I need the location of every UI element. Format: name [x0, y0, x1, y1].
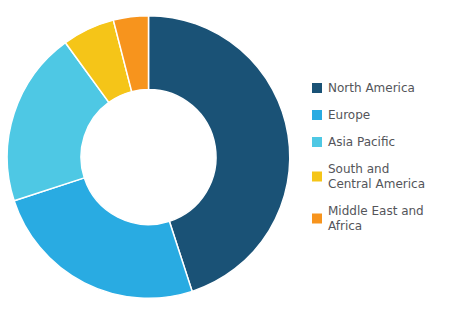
svg-text:South and: South and: [328, 162, 389, 176]
svg-text:Asia Pacific: Asia Pacific: [328, 135, 395, 149]
svg-text:Middle East and: Middle East and: [328, 204, 424, 218]
svg-text:Europe: Europe: [328, 108, 370, 122]
svg-text:North America: North America: [328, 81, 415, 95]
svg-text:Africa: Africa: [328, 219, 362, 233]
svg-text:Central America: Central America: [328, 177, 425, 191]
